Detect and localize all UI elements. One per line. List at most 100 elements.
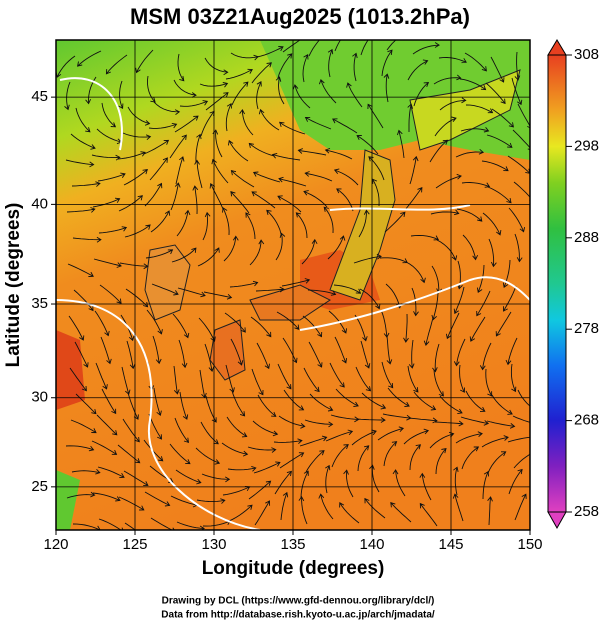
streamline <box>409 444 422 471</box>
streamline <box>174 417 190 444</box>
streamline <box>170 182 181 211</box>
streamline <box>177 53 185 82</box>
streamline <box>431 291 439 321</box>
streamline <box>135 49 154 74</box>
streamline <box>334 40 341 52</box>
streamline <box>119 262 149 270</box>
x-axis-label: Longitude (degrees) <box>202 558 385 579</box>
streamline <box>169 134 187 159</box>
streamline <box>304 171 333 182</box>
streamline <box>149 157 168 181</box>
streamline <box>507 436 530 443</box>
streamline <box>332 118 358 134</box>
streamline <box>178 339 188 369</box>
streamline <box>377 426 405 441</box>
streamline <box>433 74 462 85</box>
streamline <box>247 446 277 453</box>
streamline <box>325 464 331 494</box>
streamline <box>423 317 434 346</box>
streamline <box>173 79 197 98</box>
streamline <box>487 496 493 526</box>
streamline <box>434 420 464 427</box>
streamline <box>411 287 419 317</box>
streamline <box>253 461 281 474</box>
streamline <box>255 286 285 293</box>
streamline <box>229 280 259 288</box>
x-tick-label: 135 <box>280 536 305 553</box>
streamline <box>101 102 117 128</box>
streamline <box>303 367 320 393</box>
streamline <box>226 416 248 438</box>
streamline <box>381 361 394 389</box>
streamline <box>231 81 249 106</box>
streamline <box>122 132 152 141</box>
streamline <box>403 428 430 445</box>
x-tick-label: 145 <box>438 536 463 553</box>
y-axis-label: Latitude (degrees) <box>3 203 24 368</box>
streamline <box>308 40 320 57</box>
streamline <box>329 362 345 388</box>
streamline <box>403 313 409 343</box>
streamline <box>455 148 485 158</box>
streamline <box>327 48 334 78</box>
streamline <box>278 415 306 429</box>
streamline <box>66 207 96 213</box>
streamline <box>92 197 121 208</box>
streamline <box>357 445 370 472</box>
colorbar-tick-label: 268 <box>574 412 599 429</box>
streamline <box>127 106 151 126</box>
streamline <box>517 389 530 407</box>
streamline <box>318 78 337 104</box>
streamline <box>276 311 300 330</box>
streamline <box>72 236 102 243</box>
streamline <box>328 310 348 334</box>
streamline <box>122 418 140 443</box>
streamline <box>175 156 185 185</box>
streamline <box>485 82 506 105</box>
streamline <box>481 160 509 172</box>
streamline <box>95 362 108 390</box>
streamline <box>225 103 232 132</box>
streamline <box>302 315 323 338</box>
streamline <box>169 443 191 465</box>
streamline <box>339 502 360 524</box>
streamline <box>413 81 430 107</box>
streamline <box>464 52 487 72</box>
streamline <box>118 496 145 511</box>
streamline <box>227 465 257 472</box>
streamline <box>70 133 96 150</box>
plot-frame <box>55 39 531 531</box>
streamline <box>67 263 94 277</box>
streamline <box>476 290 491 317</box>
streamline <box>117 151 146 160</box>
streamline <box>282 40 305 53</box>
streamline <box>245 212 256 240</box>
streamline <box>485 368 493 397</box>
streamline <box>223 235 239 262</box>
streamline <box>179 100 209 107</box>
streamline <box>432 343 440 373</box>
streamline <box>486 134 513 148</box>
streamline <box>224 312 246 333</box>
streamline <box>200 421 219 445</box>
streamline <box>461 446 480 470</box>
streamline <box>491 108 514 128</box>
streamline <box>258 108 280 131</box>
streamline <box>410 234 440 241</box>
streamline <box>75 393 97 415</box>
streamline <box>508 207 526 233</box>
streamline <box>195 447 221 465</box>
streamline <box>514 493 527 521</box>
streamline <box>150 210 171 233</box>
streamline <box>250 316 272 338</box>
streamline <box>508 468 523 495</box>
streamline <box>419 472 432 501</box>
land-japan <box>329 149 396 301</box>
streamline <box>301 238 318 265</box>
y-tick-label: 35 <box>31 295 48 312</box>
streamline <box>230 169 255 188</box>
streamline <box>386 335 393 365</box>
streamline <box>256 46 284 58</box>
streamline <box>302 54 309 83</box>
